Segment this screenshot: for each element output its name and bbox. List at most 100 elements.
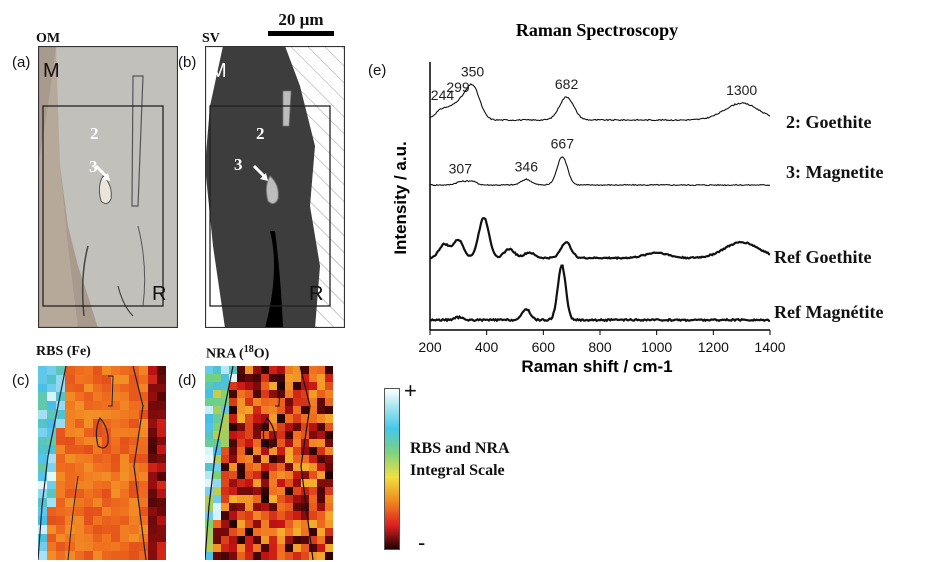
heatmap-cell [245,406,253,415]
heatmap-cell [38,436,48,446]
heatmap-cell [245,519,253,528]
heatmap-cell [269,390,277,399]
heatmap-cell [261,519,269,528]
panel-e-label: (e) [368,62,387,79]
heatmap-cell [221,422,229,431]
heatmap-cell [285,446,293,455]
heatmap-cell [285,519,293,528]
heatmap-cell [92,392,102,402]
heatmap-cell [47,480,57,490]
heatmap-cell [213,398,221,407]
heatmap-cell [325,438,333,447]
heatmap-cell [111,410,121,419]
heatmap-cell [293,503,301,512]
heatmap-cell [309,487,317,496]
heatmap-cell [120,418,130,428]
colorbar-caption-line2: Integral Scale [410,462,505,479]
heatmap-cell [120,392,130,402]
heatmap-cell [111,498,121,508]
heatmap-cell [205,495,213,504]
spectrum-line-3 [429,217,771,261]
heatmap-cell [38,489,48,499]
heatmap-cell [138,445,148,455]
heatmap-cell [205,446,213,455]
heatmap-cell [74,410,84,419]
heatmap-cell [205,543,213,552]
panel-b-title: SV [202,31,220,46]
colorbar-plus: + [404,378,417,403]
heatmap-cell [111,463,121,472]
heatmap-cell [277,471,285,480]
heatmap-cell [325,527,333,536]
panel-c-label: (c) [12,372,30,389]
heatmap-cell [293,398,301,407]
heatmap-cell [74,454,84,463]
heatmap-cell [47,383,57,393]
heatmap-cell [269,471,277,480]
spectrum-line-4 [429,264,770,323]
heatmap-cell [47,551,57,560]
heatmap-cell [325,366,333,375]
heatmap-cell [129,507,139,516]
heatmap-cell [325,479,333,488]
heatmap-cell [277,535,285,544]
heatmap-cell [325,503,333,512]
heatmap-cell [317,406,325,415]
heatmap-cell [65,551,75,560]
panel-d-title-suffix: O) [253,346,270,362]
heatmap-cell [293,454,301,463]
heatmap-cell [261,471,269,480]
heatmap-cell [156,498,166,508]
heatmap-cell [213,471,221,480]
heatmap-cell [301,543,309,552]
heatmap-cell [138,507,148,516]
heatmap-cell [147,489,157,499]
heatmap-cell [147,515,157,525]
heatmap-cell [147,542,157,552]
heatmap-cell [237,487,245,496]
heatmap-cell [237,503,245,512]
heatmap-cell [309,406,317,415]
heatmap-cell [245,511,253,520]
heatmap-cell [277,398,285,407]
heatmap-cell [253,414,261,423]
heatmap-cell [293,366,301,375]
heatmap-cell [47,392,57,402]
heatmap-cell [277,527,285,536]
heatmap-cell [261,422,269,431]
heatmap-cell [325,406,333,415]
heatmap-cell [92,463,102,472]
heatmap-cell [253,382,261,391]
heatmap-cell [293,495,301,504]
heatmap-cell [237,454,245,463]
heatmap-cell [102,445,112,455]
heatmap-cell [38,418,48,428]
heatmap-cell [120,507,130,516]
heatmap-cell [301,454,309,463]
heatmap-cell [269,398,277,407]
heatmap-cell [237,366,245,375]
heatmap-cell [56,374,66,384]
heatmap-cell [74,498,84,508]
heatmap-cell [47,498,57,508]
heatmap-cell [237,471,245,480]
heatmap-cell [47,524,57,534]
heatmap-cell [47,507,57,516]
heatmap-cell [277,495,285,504]
heatmap-cell [83,454,93,463]
heatmap-cell [205,398,213,407]
heatmap-cell [120,515,130,525]
heatmap-cell [102,507,112,516]
heatmap-cell [83,489,93,499]
heatmap-cell [83,410,93,419]
heatmap-cell [38,524,48,534]
heatmap-cell [92,445,102,455]
heatmap-cell [120,436,130,446]
heatmap-cell [138,427,148,437]
panel-a-title: OM [36,31,61,46]
heatmap-cell [38,410,48,419]
heatmap-cell [253,527,261,536]
heatmap-cell [102,427,112,437]
heatmap-cell [147,383,157,393]
heatmap-cell [285,511,293,520]
